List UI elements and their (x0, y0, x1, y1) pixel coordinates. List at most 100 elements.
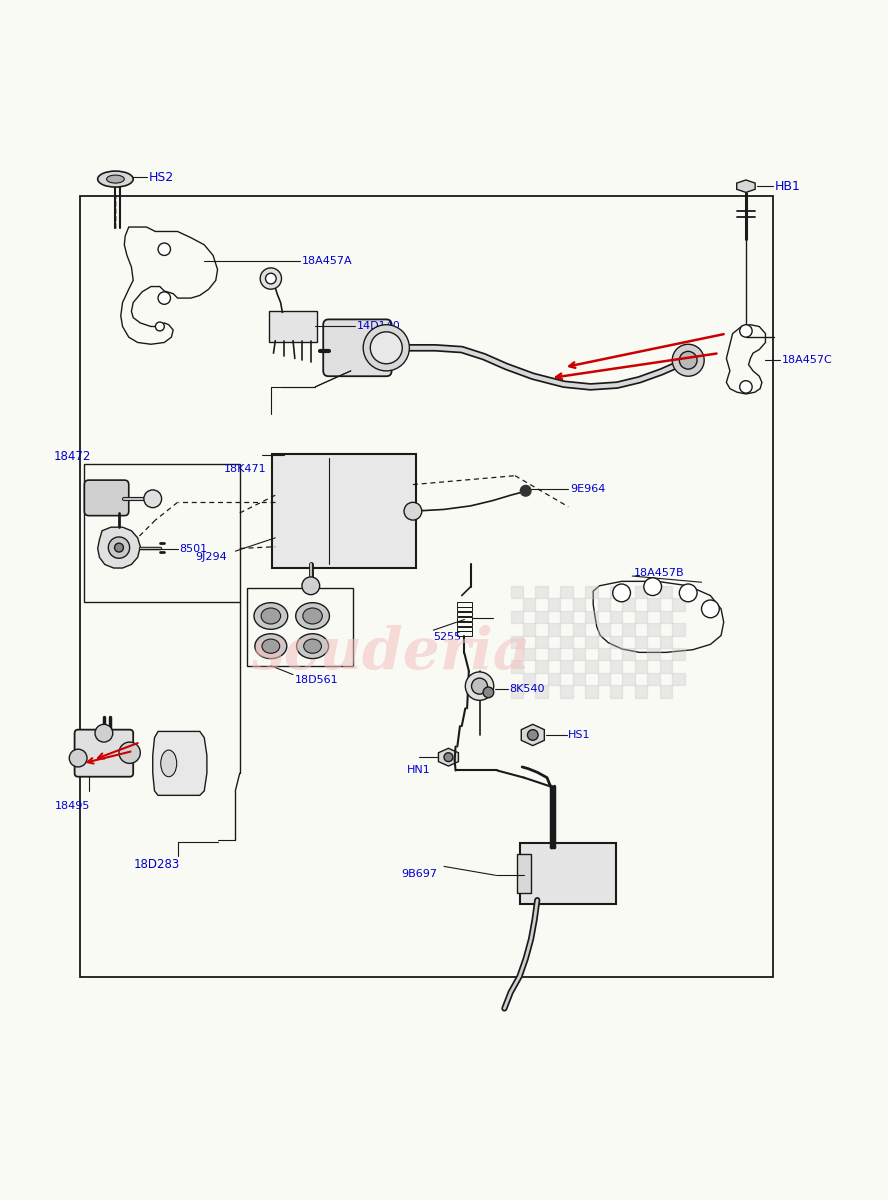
Bar (535, 685, 548, 697)
Text: 9E964: 9E964 (570, 484, 606, 494)
Text: HN1: HN1 (407, 766, 431, 775)
Bar (598, 623, 610, 636)
Ellipse shape (161, 750, 177, 776)
Bar (635, 586, 647, 599)
Circle shape (520, 486, 531, 496)
Text: HS1: HS1 (568, 730, 591, 740)
Bar (511, 660, 523, 673)
Bar (660, 685, 672, 697)
Bar (660, 660, 672, 673)
Bar (585, 685, 598, 697)
Bar (635, 611, 647, 623)
Ellipse shape (255, 634, 287, 659)
Circle shape (158, 244, 170, 256)
Bar (598, 673, 610, 685)
Text: 18472: 18472 (53, 450, 91, 463)
Bar (84, 464, 240, 601)
Circle shape (527, 730, 538, 740)
Bar (535, 611, 548, 623)
Ellipse shape (98, 172, 133, 187)
Bar (457, 602, 472, 606)
Bar (511, 636, 523, 648)
Ellipse shape (303, 608, 322, 624)
Bar (672, 648, 685, 660)
Bar (457, 631, 472, 636)
Bar (535, 660, 548, 673)
Text: 18D283: 18D283 (133, 858, 179, 871)
Bar (511, 611, 523, 623)
Bar (80, 196, 773, 977)
Ellipse shape (261, 608, 281, 624)
Bar (573, 623, 585, 636)
Circle shape (119, 742, 140, 763)
Bar (585, 586, 598, 599)
Circle shape (266, 274, 276, 284)
FancyBboxPatch shape (520, 844, 616, 904)
Bar (523, 648, 535, 660)
Bar (647, 648, 660, 660)
Polygon shape (439, 749, 458, 766)
Bar (660, 611, 672, 623)
Circle shape (444, 752, 453, 762)
Circle shape (679, 352, 697, 370)
Bar (585, 611, 598, 623)
Circle shape (302, 577, 320, 595)
Bar (457, 622, 472, 626)
Bar (457, 626, 472, 631)
Circle shape (483, 688, 494, 697)
Bar (560, 660, 573, 673)
Text: scuderia: scuderia (251, 625, 530, 682)
Bar (635, 685, 647, 697)
Bar (511, 586, 523, 599)
Polygon shape (737, 180, 755, 192)
Bar (457, 607, 472, 612)
Text: 14D140: 14D140 (357, 322, 400, 331)
Bar (573, 673, 585, 685)
Bar (457, 612, 472, 617)
FancyBboxPatch shape (517, 854, 531, 893)
Bar (523, 673, 535, 685)
FancyBboxPatch shape (272, 455, 416, 568)
Polygon shape (153, 732, 207, 796)
Ellipse shape (107, 175, 124, 184)
Bar (523, 599, 535, 611)
Bar (560, 611, 573, 623)
Circle shape (679, 584, 697, 601)
Bar (548, 623, 560, 636)
Circle shape (740, 380, 752, 394)
Circle shape (644, 577, 662, 595)
Bar (647, 599, 660, 611)
Polygon shape (98, 527, 140, 568)
Text: 18K471: 18K471 (224, 463, 266, 474)
Circle shape (370, 332, 402, 364)
Bar (585, 660, 598, 673)
Bar (660, 636, 672, 648)
Bar (548, 673, 560, 685)
Bar (610, 685, 622, 697)
Circle shape (363, 325, 409, 371)
Bar (560, 636, 573, 648)
Circle shape (740, 325, 752, 337)
Bar (635, 636, 647, 648)
Bar (535, 636, 548, 648)
Circle shape (108, 536, 130, 558)
Bar (573, 648, 585, 660)
Text: 8501: 8501 (179, 545, 208, 554)
Bar (585, 636, 598, 648)
Bar (672, 623, 685, 636)
Bar (535, 586, 548, 599)
Circle shape (465, 672, 494, 701)
Bar (672, 673, 685, 685)
Bar (622, 673, 635, 685)
Ellipse shape (304, 640, 321, 653)
Circle shape (404, 503, 422, 520)
Ellipse shape (262, 640, 280, 653)
Bar (598, 648, 610, 660)
Circle shape (158, 292, 170, 305)
Ellipse shape (296, 602, 329, 629)
Bar (610, 611, 622, 623)
Circle shape (144, 490, 162, 508)
Ellipse shape (297, 634, 329, 659)
Bar (647, 623, 660, 636)
Bar (622, 648, 635, 660)
